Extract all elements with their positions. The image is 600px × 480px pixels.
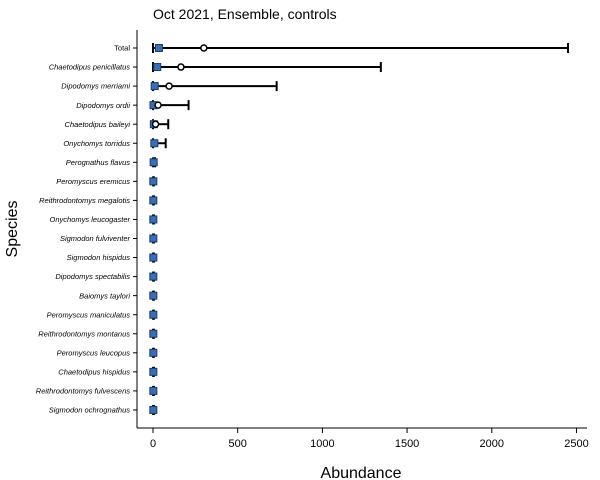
observed-point	[149, 215, 158, 224]
series-row	[149, 214, 158, 225]
y-tick-label: Reithrodontomys montanus	[38, 329, 130, 338]
observed-point	[149, 405, 158, 414]
y-tick-label: Reithrodontomys fulvescens	[36, 387, 130, 396]
series-row	[149, 233, 158, 244]
observed-point	[149, 367, 158, 376]
series-row	[152, 43, 569, 53]
y-tick-label: Baiomys taylori	[79, 291, 130, 300]
y-axis-label: Species	[4, 201, 21, 258]
observed-point	[149, 348, 158, 357]
series-row	[149, 176, 158, 187]
y-tick-label: Chaetodipus penicillatus	[49, 63, 131, 72]
series-row	[149, 119, 170, 130]
series-row	[149, 366, 158, 377]
x-tick-label: 500	[229, 438, 247, 450]
y-tick-label: Perognathus flavus	[66, 158, 130, 167]
y-tick-label: Onychomys torridus	[63, 139, 130, 148]
series-row	[149, 157, 158, 168]
x-axis-label: Abundance	[321, 465, 402, 480]
observed-point	[149, 386, 158, 395]
y-tick-label: Peromyscus maniculatus	[47, 310, 131, 319]
mean-point	[151, 120, 160, 128]
x-axis-ticks: 0 500 1000 1500 2000 2500	[150, 428, 589, 450]
observed-point	[150, 82, 159, 91]
series-row	[149, 252, 158, 263]
series-row	[152, 62, 382, 73]
y-tick-label: Peromyscus leucopus	[57, 348, 131, 357]
series-row	[149, 404, 158, 415]
y-tick-label: Dipodomys merriami	[61, 82, 130, 91]
observed-point	[149, 158, 158, 167]
y-tick-label: Onychomys leucogaster	[50, 215, 131, 224]
observed-point	[149, 177, 158, 186]
observed-point	[153, 63, 162, 72]
y-tick-label: Sigmodon hispidus	[67, 253, 131, 262]
y-tick-label: Peromyscus eremicus	[56, 177, 130, 186]
observed-point	[149, 272, 158, 281]
x-tick-label: 2000	[480, 438, 504, 450]
x-tick-label: 1000	[310, 438, 334, 450]
mean-point	[165, 82, 173, 90]
observed-point	[149, 291, 158, 300]
series-row	[149, 309, 158, 320]
observed-point	[154, 44, 163, 52]
series-row	[150, 81, 278, 92]
series-row	[150, 138, 167, 149]
series-row	[149, 328, 158, 339]
y-tick-label: Dipodomys spectabilis	[55, 272, 130, 281]
y-axis-ticks: Total Chaetodipus penicillatus Dipodomys m…	[36, 44, 137, 415]
observed-point	[149, 253, 158, 262]
mean-point	[154, 101, 162, 109]
x-tick-label: 0	[150, 438, 156, 450]
y-tick-label: Chaetodipus hispidus	[58, 367, 130, 376]
series-row	[149, 271, 158, 282]
series-row	[149, 195, 158, 206]
y-tick-label: Sigmodon fulviventer	[60, 234, 131, 243]
data-marks	[149, 43, 569, 415]
observed-point	[149, 196, 158, 205]
y-tick-label: Chaetodipus baileyi	[65, 120, 131, 129]
x-tick-label: 1500	[395, 438, 419, 450]
observed-point	[149, 234, 158, 243]
observed-point	[149, 310, 158, 319]
series-row	[149, 290, 158, 301]
mean-point	[177, 63, 185, 71]
series-row	[149, 100, 190, 111]
observed-point	[150, 139, 159, 148]
observed-point	[149, 329, 158, 338]
y-tick-label: Sigmodon ochrognathus	[49, 406, 131, 415]
series-row	[149, 385, 158, 396]
mean-point	[200, 44, 208, 52]
y-tick-label: Dipodomys ordii	[76, 101, 130, 110]
series-row	[149, 347, 158, 358]
y-tick-label: Total	[114, 44, 130, 53]
y-tick-label: Reithrodontomys megalotis	[39, 196, 130, 205]
chart-title: Oct 2021, Ensemble, controls	[153, 6, 337, 22]
x-tick-label: 2500	[564, 438, 588, 450]
plot-area: 0 500 1000 1500 2000 2500 Total Chaetodipus pe…	[36, 30, 589, 450]
